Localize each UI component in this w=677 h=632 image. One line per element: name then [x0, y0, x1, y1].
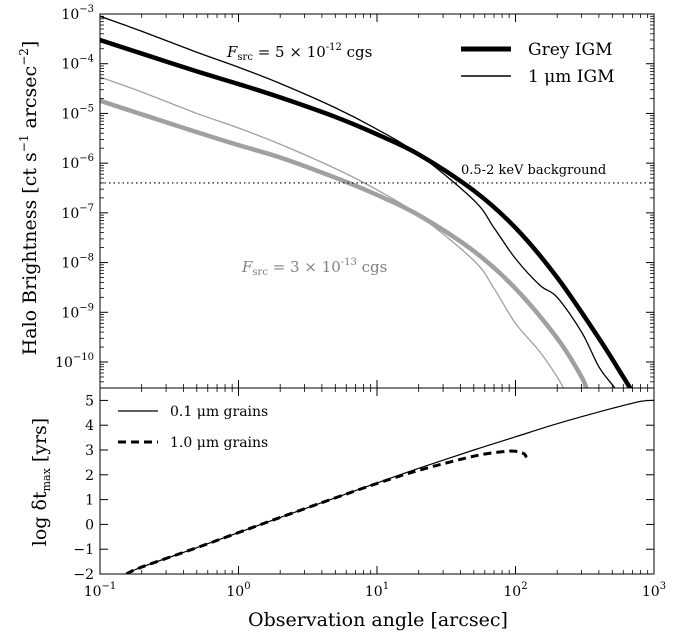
- bottom-y-tick-label: 3: [85, 443, 94, 459]
- annotation-bright-source: Fsrc = 5 × 10-12 cgs: [226, 42, 372, 63]
- top-y-tick-label: 10−8: [61, 253, 94, 272]
- top-y-tick-label: 10−5: [61, 103, 94, 122]
- x-tick-label: 103: [642, 581, 666, 600]
- bottom-y-tick-label: 0: [85, 517, 94, 533]
- legend-label-1.0um-grains: 1.0 μm grains: [170, 435, 268, 451]
- top-y-tick-label: 10−7: [61, 203, 94, 222]
- top-series-group: [100, 15, 633, 388]
- legend-label-1um-igm: 1 μm IGM: [528, 67, 615, 87]
- top-series-faint-thick-line: [100, 98, 589, 388]
- x-axis-title: Observation angle [arcsec]: [248, 609, 508, 631]
- legend-label-0.1um-grains: 0.1 μm grains: [170, 404, 268, 420]
- bottom-y-axis-title: log δtmax [yrs]: [29, 418, 53, 546]
- x-tick-label: 10−1: [84, 581, 117, 600]
- top-series-bright-thick-line: [100, 37, 633, 388]
- x-tick-label: 102: [503, 581, 527, 600]
- top-y-tick-label: 10−10: [55, 352, 94, 371]
- bottom-y-tick-label: −2: [73, 567, 94, 583]
- top-panel: 10−10 10−9 10−8 10−7 10−6 10−5 10−4 10−3 Fsrc =…: [17, 4, 655, 389]
- annotation-background: 0.5-2 keV background: [461, 163, 606, 178]
- top-y-ticks: 10−10 10−9 10−8 10−7 10−6 10−5 10−4 10−3: [55, 4, 654, 389]
- top-y-axis-title: Halo Brightness [ct s−1 arcsec−2]: [17, 41, 41, 356]
- top-y-tick-label: 10−6: [61, 153, 94, 172]
- bottom-y-tick-label: 4: [85, 418, 94, 434]
- bottom-y-tick-label: 1: [85, 493, 94, 509]
- bottom-legend: 0.1 μm grains 1.0 μm grains: [118, 404, 268, 451]
- x-tick-label: 101: [365, 581, 389, 600]
- bottom-panel: −2 −1 0 1 2 3 4 5 10−1 100 101 102 103 0.1 μm grain…: [29, 387, 666, 631]
- top-series-bright-thin-line: [100, 15, 616, 388]
- top-x-ticks: [99, 14, 655, 388]
- top-series-faint-thin-line: [100, 76, 565, 388]
- bottom-y-tick-label: −1: [73, 542, 94, 558]
- bottom-series-0.1um-line: [126, 399, 654, 574]
- bottom-y-tick-label: 2: [85, 468, 94, 484]
- x-tick-label: 100: [226, 581, 250, 600]
- legend-label-grey-igm: Grey IGM: [528, 40, 612, 60]
- bottom-y-ticks: −2 −1 0 1 2 3 4 5: [73, 393, 654, 583]
- bottom-x-ticks: 10−1 100 101 102 103: [84, 388, 666, 600]
- top-y-tick-label: 10−4: [61, 54, 94, 73]
- bottom-series-group: [125, 399, 654, 574]
- bottom-y-tick-label: 5: [85, 393, 94, 409]
- top-y-tick-label: 10−9: [61, 302, 94, 321]
- bottom-series-1.0um-line: [125, 449, 528, 574]
- top-y-tick-label: 10−3: [61, 4, 94, 23]
- top-legend: Grey IGM 1 μm IGM: [461, 40, 615, 87]
- annotation-faint-source: Fsrc = 3 × 10-13 cgs: [241, 257, 387, 278]
